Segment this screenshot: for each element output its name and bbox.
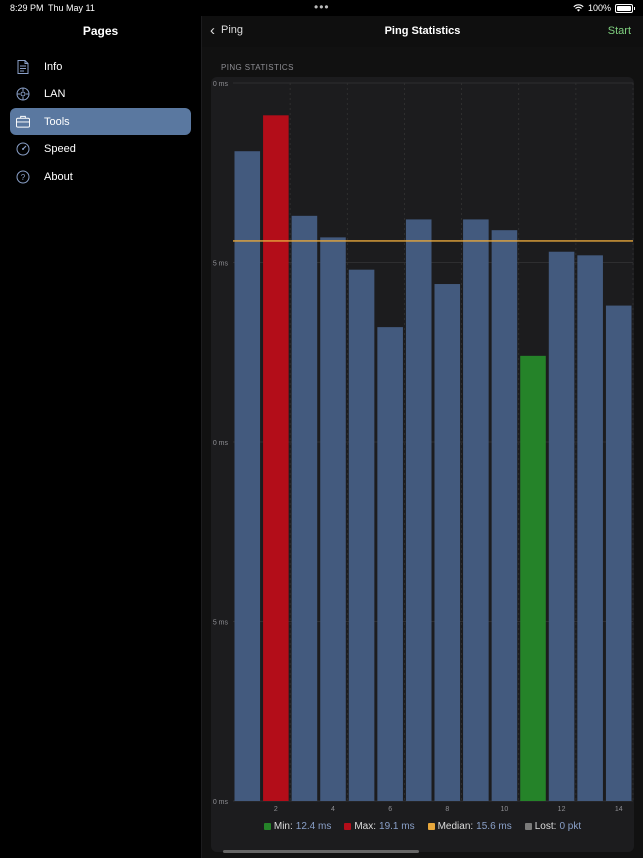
x-tick-label: 12 — [558, 806, 566, 813]
bar — [263, 115, 289, 801]
bar — [377, 327, 403, 801]
legend-swatch-lost — [524, 822, 532, 830]
legend-lost-label: Lost: — [534, 820, 557, 832]
legend-swatch-max — [344, 822, 352, 830]
page-title: Ping Statistics — [384, 25, 461, 37]
legend-median: Median: 15.6 ms — [427, 818, 512, 834]
sidebar-item-speed[interactable]: Speed — [10, 136, 191, 163]
legend-lost: Lost: 0 pkt — [524, 818, 582, 834]
sidebar-item-label: Info — [44, 60, 63, 73]
sidebar-item-label: Tools — [44, 115, 70, 128]
y-tick-label: 0 ms — [213, 440, 229, 447]
status-right: 100% — [573, 3, 635, 13]
chevron-left-icon: ‹ — [210, 21, 215, 39]
sidebar-item-label: About — [44, 170, 73, 183]
sidebar-title: Pages — [82, 24, 119, 38]
bar — [491, 230, 518, 801]
battery-icon — [615, 3, 635, 13]
sidebar-item-tools[interactable]: Tools — [10, 108, 191, 136]
section-label: PING STATISTICS — [221, 63, 294, 72]
legend-min: Min: 12.4 ms — [263, 818, 332, 834]
network-icon — [16, 87, 30, 101]
legend-median-label: Median: — [437, 820, 474, 832]
back-label: Ping — [221, 24, 244, 36]
status-date: Thu May 11 — [48, 3, 95, 13]
legend-swatch-min — [263, 822, 271, 830]
document-icon — [16, 59, 30, 74]
legend-max-label: Max: — [354, 820, 377, 832]
status-time: 8:29 PM — [10, 3, 44, 13]
bar — [320, 237, 346, 801]
back-button[interactable]: ‹ Ping — [210, 21, 244, 39]
sidebar-item-label: Speed — [44, 143, 76, 156]
nav-bar: ‹ Ping Ping Statistics Start — [202, 16, 643, 47]
ping-bar-chart: 0 ms 5 ms 0 ms 5 ms 0 ms 2 4 6 8 10 12 14 — [213, 81, 634, 813]
status-bar: 8:29 PM Thu May 11 ••• 100% — [0, 0, 643, 16]
x-tick-label: 4 — [331, 806, 335, 813]
bar — [520, 355, 546, 801]
speedometer-icon — [16, 142, 30, 156]
y-tick-label: 0 ms — [213, 81, 229, 88]
svg-text:?: ? — [21, 173, 26, 182]
legend-max: Max: 19.1 ms — [344, 818, 415, 834]
legend-median-value: 15.6 ms — [476, 820, 512, 832]
x-tick-label: 14 — [615, 806, 623, 813]
bar — [605, 305, 632, 801]
bar — [463, 219, 489, 802]
y-tick-label: 5 ms — [213, 261, 229, 268]
sidebar-nav: Info LAN Tools Speed ? About — [10, 53, 191, 191]
x-tick-label: 10 — [501, 806, 509, 813]
legend-lost-value: 0 pkt — [559, 820, 582, 832]
sidebar-item-lan[interactable]: LAN — [10, 81, 191, 108]
bar — [577, 255, 603, 801]
bar — [434, 284, 461, 801]
legend-max-value: 19.1 ms — [379, 820, 415, 832]
multitasking-dots-icon[interactable]: ••• — [314, 0, 330, 14]
y-tick-label: 0 ms — [213, 799, 229, 806]
x-tick-label: 6 — [388, 806, 392, 813]
bar — [234, 151, 261, 802]
bar — [348, 269, 375, 801]
home-indicator — [223, 850, 419, 853]
legend-min-value: 12.4 ms — [295, 820, 332, 832]
x-tick-label: 2 — [274, 806, 278, 813]
sidebar-item-info[interactable]: Info — [10, 53, 191, 80]
sidebar-item-about[interactable]: ? About — [10, 163, 191, 190]
battery-percent: 100% — [587, 3, 611, 13]
x-tick-label: 8 — [445, 806, 449, 813]
main-panel: ‹ Ping Ping Statistics Start PING STATIS… — [202, 16, 643, 858]
bar — [291, 215, 318, 801]
bar — [548, 251, 575, 802]
sidebar: Pages Info LAN Tools Speed — [0, 16, 202, 858]
legend-min-label: Min: — [273, 820, 293, 832]
chart-legend: Min: 12.4 ms Max: 19.1 ms Median: 15.6 m… — [211, 818, 634, 834]
sidebar-item-label: LAN — [44, 88, 66, 101]
wifi-icon — [573, 4, 584, 12]
toolbox-icon — [16, 115, 30, 129]
bar — [405, 219, 432, 802]
legend-swatch-median — [427, 822, 435, 830]
start-button[interactable]: Start — [607, 25, 631, 37]
question-icon: ? — [16, 170, 30, 184]
y-tick-label: 5 ms — [213, 620, 229, 627]
ping-chart-card: 0 ms 5 ms 0 ms 5 ms 0 ms 2 4 6 8 10 12 14 Min: 12.4… — [211, 77, 634, 852]
